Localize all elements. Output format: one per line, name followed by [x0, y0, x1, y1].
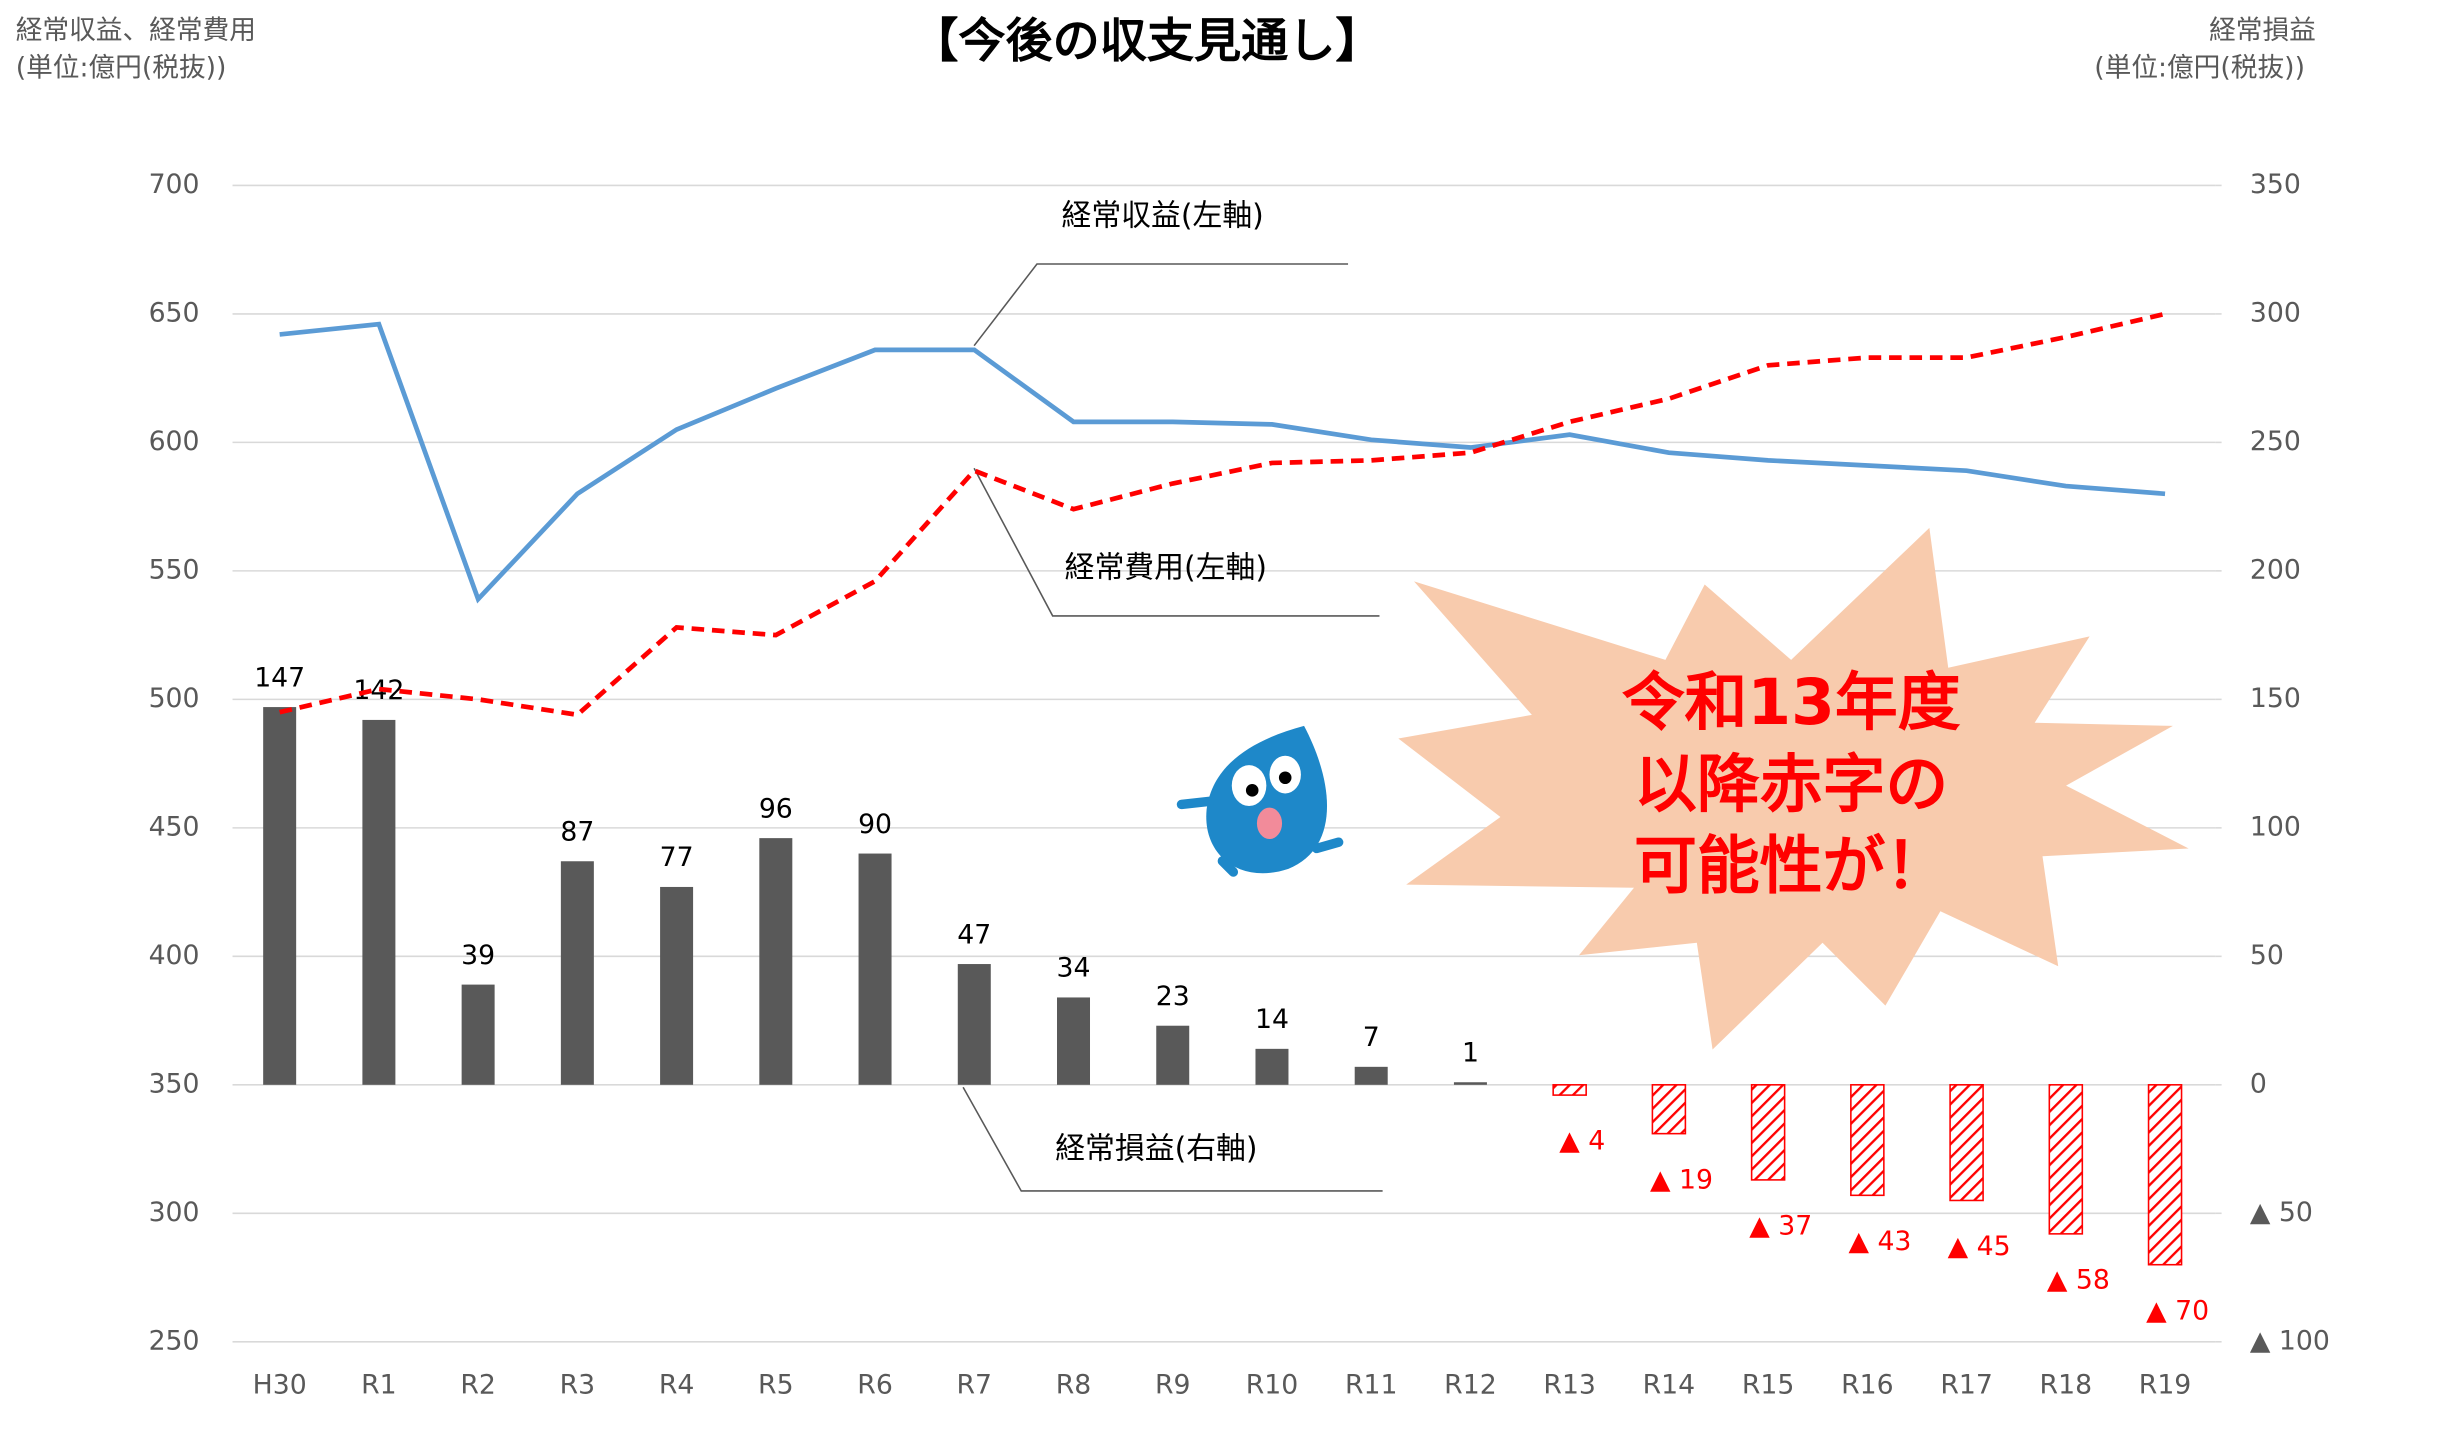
- y2-tick-label: 350: [2250, 169, 2301, 200]
- bar: [263, 707, 297, 1085]
- bar: [759, 838, 793, 1085]
- x-tick-label: R18: [2040, 1369, 2093, 1400]
- series-label: 経常損益(右軸): [1055, 1132, 1257, 1167]
- bar: [362, 719, 396, 1085]
- x-tick-label: R14: [1643, 1369, 1696, 1400]
- y-axis-label: (単位:億円(税抜)): [16, 53, 227, 84]
- data-label: ▲ 70: [2146, 1295, 2209, 1326]
- y-tick-label: 600: [149, 426, 200, 457]
- bar: [2147, 1084, 2183, 1266]
- x-tick-label: R9: [1155, 1369, 1191, 1400]
- series-label: 経常収益(左軸): [1061, 198, 1263, 233]
- y-tick-label: 300: [149, 1197, 200, 1228]
- mascot: [1176, 725, 1344, 877]
- x-tick-label: R1: [361, 1369, 397, 1400]
- bar: [2048, 1084, 2084, 1235]
- data-label: ▲ 58: [2047, 1264, 2110, 1295]
- callout-text: 可能性が！: [1634, 830, 1948, 903]
- chart-title: 【今後の収支見通し】: [911, 14, 1382, 69]
- callout-text: 以降赤字の: [1634, 748, 1948, 821]
- data-label: 142: [353, 675, 404, 706]
- x-tick-label: R17: [1940, 1369, 1993, 1400]
- data-label: ▲ 37: [1749, 1211, 1812, 1242]
- y2-tick-label: 150: [2250, 683, 2301, 714]
- bar: [1057, 997, 1091, 1085]
- data-label: 1: [1462, 1037, 1479, 1068]
- y2-tick-label: 250: [2250, 426, 2301, 457]
- x-tick-label: R19: [2139, 1369, 2192, 1400]
- data-label: 23: [1156, 981, 1190, 1012]
- bar: [1255, 1048, 1289, 1085]
- leader-lines: [962, 263, 1383, 1192]
- bar: [957, 964, 991, 1085]
- line: [279, 321, 2166, 604]
- y2-tick-label: 100: [2250, 811, 2301, 842]
- bar: [1750, 1084, 1786, 1181]
- y2-axis-label: (単位:億円(税抜)): [2094, 53, 2305, 84]
- y-tick-label: 350: [149, 1068, 200, 1099]
- x-tick-label: R12: [1444, 1369, 1497, 1400]
- x-tick-label: R3: [560, 1369, 596, 1400]
- x-tick-label: R5: [758, 1369, 794, 1400]
- bar: [1453, 1082, 1487, 1085]
- bar: [1651, 1084, 1687, 1135]
- x-tick-label: H30: [253, 1369, 307, 1400]
- x-tick-label: R6: [857, 1369, 893, 1400]
- y2-tick-label: ▲ 50: [2250, 1197, 2313, 1228]
- y2-axis-label: 経常損益: [2209, 15, 2316, 46]
- bar: [461, 984, 495, 1085]
- data-label: ▲ 4: [1559, 1126, 1605, 1157]
- y2-tick-label: 50: [2250, 940, 2284, 971]
- y-axis-label: 経常収益、経常費用: [16, 15, 256, 46]
- callout-burst: [1398, 527, 2189, 1050]
- y-tick-label: 450: [149, 811, 200, 842]
- data-label: 147: [254, 662, 305, 693]
- y-tick-label: 400: [149, 940, 200, 971]
- y2-tick-label: ▲ 100: [2250, 1325, 2330, 1356]
- data-label: 7: [1363, 1022, 1380, 1053]
- data-label: 96: [759, 793, 793, 824]
- y2-tick-label: 0: [2250, 1068, 2267, 1099]
- y-tick-label: 650: [149, 297, 200, 328]
- y-tick-label: 700: [149, 169, 200, 200]
- data-label: 77: [660, 842, 694, 873]
- x-tick-label: R7: [957, 1369, 993, 1400]
- bar: [1850, 1084, 1885, 1197]
- bar: [1354, 1066, 1388, 1085]
- callout-text: 令和13年度: [1622, 666, 1961, 739]
- x-tick-label: R13: [1543, 1369, 1596, 1400]
- y-tick-label: 250: [149, 1325, 200, 1356]
- bar: [1156, 1025, 1190, 1085]
- x-tick-label: R4: [659, 1369, 695, 1400]
- data-label: 14: [1255, 1004, 1289, 1035]
- data-label: 39: [461, 940, 495, 971]
- y-tick-label: 500: [149, 683, 200, 714]
- bar: [1949, 1084, 1984, 1202]
- x-tick-label: R15: [1742, 1369, 1795, 1400]
- line: [279, 311, 2166, 718]
- bar: [1552, 1084, 1587, 1096]
- bar: [660, 886, 694, 1085]
- bar: [560, 861, 594, 1085]
- y-tick-label: 550: [149, 554, 200, 585]
- x-tick-label: R16: [1841, 1369, 1894, 1400]
- bar: [858, 853, 892, 1085]
- series-label: 経常費用(左軸): [1065, 550, 1267, 585]
- y2-tick-label: 200: [2250, 554, 2301, 585]
- data-label: 87: [560, 816, 594, 847]
- data-label: 34: [1057, 953, 1091, 984]
- data-label: 90: [858, 809, 892, 840]
- x-tick-label: R11: [1345, 1369, 1398, 1400]
- x-tick-label: R10: [1246, 1369, 1299, 1400]
- x-tick-label: R2: [460, 1369, 496, 1400]
- data-label: ▲ 19: [1650, 1164, 1713, 1195]
- y2-tick-label: 300: [2250, 297, 2301, 328]
- data-label: ▲ 45: [1948, 1231, 2011, 1262]
- x-tick-label: R8: [1056, 1369, 1092, 1400]
- data-label: 47: [957, 919, 991, 950]
- data-label: ▲ 43: [1848, 1226, 1911, 1257]
